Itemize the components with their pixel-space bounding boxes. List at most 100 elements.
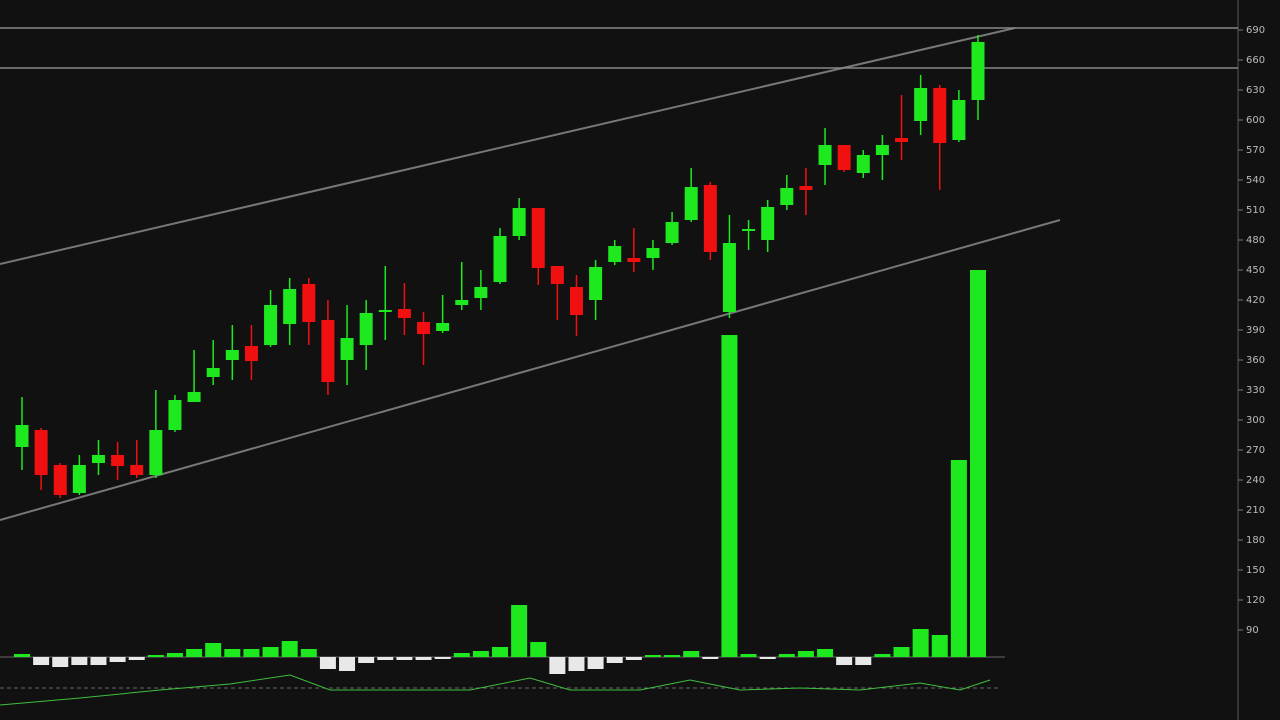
y-tick-label: 300 — [1246, 415, 1265, 426]
volume-bar — [778, 654, 795, 657]
candle-body — [531, 208, 545, 268]
volume-bar — [855, 657, 872, 665]
candle-body — [244, 346, 258, 361]
candle-body — [130, 465, 144, 475]
volume-bar — [893, 647, 910, 657]
candle-body — [952, 100, 966, 140]
volume-bar — [415, 657, 432, 660]
candle-body — [837, 145, 851, 170]
candle-body — [15, 425, 29, 447]
candle-body — [875, 145, 889, 155]
oscillator-line — [0, 674, 991, 706]
volume-bar — [931, 635, 948, 657]
y-tick-label: 480 — [1246, 235, 1265, 246]
volume-bar — [950, 460, 967, 657]
candle-body — [933, 88, 947, 143]
volume-bar — [759, 657, 776, 659]
volume-bar — [817, 649, 834, 657]
y-tick-label: 570 — [1246, 145, 1265, 156]
candle-body — [91, 455, 105, 463]
volume-bar — [90, 657, 107, 665]
candle-body — [474, 287, 488, 298]
candle-body — [397, 309, 411, 318]
y-tick-label: 420 — [1246, 295, 1265, 306]
candle-body — [378, 310, 392, 312]
candle-body — [111, 455, 125, 466]
candle-body — [589, 267, 603, 300]
y-tick-label: 270 — [1246, 445, 1265, 456]
volume-bar — [874, 654, 891, 657]
volume-bar — [166, 653, 183, 657]
candle-body — [665, 222, 679, 243]
candle-body — [971, 42, 985, 100]
volume-bar — [147, 655, 164, 657]
y-tick-label: 450 — [1246, 265, 1265, 276]
volume-bar — [128, 657, 145, 660]
volume-bar — [492, 647, 508, 657]
candle-body — [856, 155, 870, 173]
y-tick-label: 180 — [1246, 535, 1265, 546]
volume-bar — [281, 641, 298, 657]
volume-bar — [797, 651, 814, 657]
candle-body — [455, 300, 469, 305]
volume-bar — [511, 605, 528, 657]
volume-bar — [434, 657, 451, 659]
candle-body — [264, 305, 278, 345]
y-tick-label: 690 — [1246, 25, 1265, 36]
candle-body — [742, 229, 756, 231]
lower-trendline — [0, 219, 1061, 521]
y-tick-label: 600 — [1246, 115, 1265, 126]
volume-bar — [453, 653, 470, 657]
candle-body — [34, 430, 48, 475]
candle-body — [302, 284, 316, 322]
volume-bar — [186, 649, 203, 657]
volume-bar — [530, 642, 547, 657]
candle-body — [321, 320, 335, 382]
volume-bar — [109, 657, 126, 662]
candle-body — [684, 187, 698, 220]
volume-bar — [740, 654, 757, 657]
candle-body — [436, 323, 450, 331]
candle-body — [895, 138, 909, 142]
volume-bar — [702, 657, 719, 659]
volume-bar — [568, 657, 585, 671]
volume-bar — [14, 654, 30, 657]
candle-body — [799, 186, 813, 190]
candle-body — [914, 88, 928, 121]
candle-body — [417, 322, 431, 334]
candle-body — [283, 289, 297, 324]
volume-bar — [300, 649, 317, 657]
volume-bar — [52, 657, 69, 667]
candle-body — [646, 248, 660, 258]
volume-bar — [224, 649, 241, 657]
y-tick-label: 390 — [1246, 325, 1265, 336]
candle-body — [340, 338, 354, 360]
volume-bar — [71, 657, 88, 665]
y-tick-label: 330 — [1246, 385, 1265, 396]
candle-body — [359, 313, 373, 345]
volume-bar — [358, 657, 375, 663]
candle-body — [818, 145, 832, 165]
candle-body — [72, 465, 86, 493]
candle-body — [187, 392, 201, 402]
candle-body — [206, 368, 220, 377]
volume-bar — [319, 657, 336, 669]
candle-body — [550, 266, 564, 284]
candle-body — [168, 400, 182, 430]
volume-bar — [243, 649, 260, 657]
candle-body — [569, 287, 583, 315]
volume-bar — [339, 657, 356, 671]
candle-body — [53, 465, 67, 495]
y-tick-label: 510 — [1246, 205, 1265, 216]
volume-bar — [587, 657, 604, 669]
volume-bar — [721, 335, 738, 657]
candle-body — [225, 350, 239, 360]
y-tick-label: 540 — [1246, 175, 1265, 186]
y-tick-label: 240 — [1246, 475, 1265, 486]
candle-body — [703, 185, 717, 252]
volume-bar — [472, 651, 489, 657]
candle-body — [512, 208, 526, 236]
y-tick-label: 210 — [1246, 505, 1265, 516]
candle-body — [627, 258, 641, 262]
